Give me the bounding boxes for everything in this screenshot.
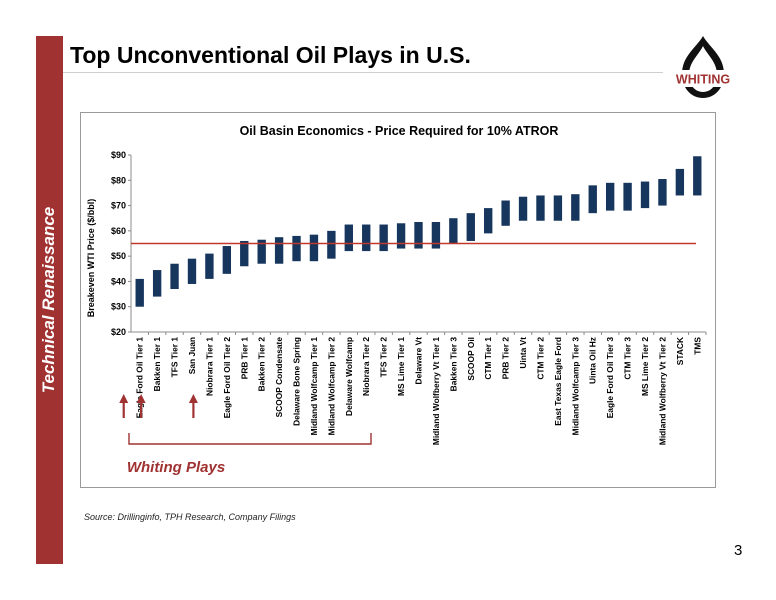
- x-tick-label: CTM Tier 2: [535, 337, 545, 380]
- x-tick-label: TFS Tier 2: [379, 337, 389, 378]
- range-bar: [274, 237, 284, 264]
- range-bar: [675, 168, 685, 196]
- y-tick-label: $80: [111, 175, 126, 185]
- y-tick-label: $40: [111, 276, 126, 286]
- range-bar: [205, 253, 214, 279]
- range-bar: [187, 258, 197, 284]
- x-tick-label: CTM Tier 1: [483, 337, 493, 380]
- logo-band: [669, 70, 737, 87]
- range-bar: [431, 222, 441, 249]
- y-tick-label: $30: [111, 302, 126, 312]
- range-bar: [588, 185, 597, 214]
- range-bar: [257, 239, 266, 264]
- x-tick-label: Delaware Bone Spring: [292, 337, 302, 426]
- range-bar: [605, 182, 615, 211]
- x-tick-label: Eagle Ford Oil Tier 2: [222, 337, 232, 419]
- x-tick-label: CTM Tier 3: [623, 337, 633, 380]
- x-tick-label: PRB Tier 2: [501, 337, 511, 380]
- x-tick-label: Midland Wolfcamp Tier 3: [570, 337, 580, 436]
- range-bar: [292, 235, 301, 262]
- range-bar: [693, 156, 702, 196]
- y-tick-label: $20: [111, 327, 126, 337]
- range-bar: [640, 181, 650, 209]
- x-tick-label: East Texas Eagle Ford: [553, 337, 563, 426]
- range-bar: [240, 240, 249, 267]
- x-tick-label: Midland Wolfcamp Tier 1: [309, 337, 319, 436]
- x-tick-label: Midland Wolfberry Vt Tier 1: [431, 337, 441, 445]
- range-bar: [327, 230, 336, 259]
- y-tick-label: $50: [111, 251, 126, 261]
- range-bar: [344, 224, 353, 252]
- range-bar: [571, 194, 580, 221]
- whiting-logo: WHITING: [669, 36, 737, 98]
- x-tick-label: Delaware Wolfcamp: [344, 337, 354, 416]
- range-bar: [501, 200, 510, 226]
- range-bar: [379, 224, 388, 252]
- range-bar: [152, 270, 162, 297]
- x-tick-label: Midland Wolfcamp Tier 2: [326, 337, 336, 436]
- x-tick-label: STACK: [675, 337, 685, 365]
- sidebar-text: Technical Renaissance: [39, 206, 58, 394]
- x-tick-label: TMS: [692, 337, 702, 355]
- y-tick-label: $90: [111, 150, 126, 160]
- chart-title: Oil Basin Economics - Price Required for…: [240, 124, 559, 138]
- chart-frame: Oil Basin Economics - Price Required for…: [80, 112, 716, 488]
- range-bar: [414, 222, 423, 249]
- x-tick-label: Uinta Vt: [518, 337, 528, 369]
- range-bar: [396, 223, 406, 249]
- highlight-arrow-head: [119, 394, 129, 403]
- range-bar: [170, 263, 179, 290]
- range-bar: [309, 234, 319, 262]
- highlight-arrow-head: [188, 394, 198, 403]
- x-tick-label: SCOOP Condensate: [274, 337, 284, 418]
- x-tick-label: Uinta Oil Hz: [588, 337, 598, 384]
- x-tick-label: PRB Tier 1: [239, 337, 249, 380]
- range-bar: [484, 208, 493, 234]
- x-tick-label: TFS Tier 1: [170, 337, 180, 378]
- x-tick-label: SCOOP Oil: [466, 337, 476, 381]
- x-tick-label: Niobrara Tier 1: [204, 337, 214, 396]
- x-tick-label: San Juan: [187, 337, 197, 374]
- y-axis-label: Breakeven WTI Price ($/bbl): [86, 199, 96, 318]
- logo-text: WHITING: [676, 73, 730, 87]
- x-tick-label: Bakken Tier 2: [257, 337, 267, 392]
- y-tick-label: $60: [111, 226, 126, 236]
- plot-area: $20 $30 $40 $50 $60 $70 $80 $90 Eagle Ford Oil T…: [111, 150, 707, 445]
- source-note: Source: Drillinginfo, TPH Research, Comp…: [84, 512, 296, 522]
- range-bar: [222, 246, 232, 274]
- chart-svg: Oil Basin Economics - Price Required for…: [86, 124, 707, 476]
- x-tick-label: Bakken Tier 1: [152, 337, 162, 392]
- page-number: 3: [734, 542, 743, 559]
- range-bar: [536, 195, 545, 221]
- x-tick-label: MS Lime Tier 1: [396, 337, 406, 396]
- x-tick-label: Niobrara Tier 2: [361, 337, 371, 396]
- x-tick-label: MS Lime Tier 2: [640, 337, 650, 396]
- x-tick-label: Eagle Ford Oil Tier 3: [605, 337, 615, 419]
- range-bar: [658, 179, 667, 206]
- x-tick-label: Midland Wolfberry Vt Tier 2: [657, 337, 667, 445]
- range-bar: [135, 278, 144, 307]
- slide-title: Top Unconventional Oil Plays in U.S.: [70, 42, 471, 68]
- x-tick-label: Delaware Vt: [414, 337, 424, 385]
- highlight-arrow-head: [136, 394, 146, 403]
- whiting-bracket: [128, 433, 372, 445]
- range-bar: [553, 195, 563, 221]
- whiting-plays-label: Whiting Plays: [127, 459, 225, 476]
- x-tick-label: Bakken Tier 3: [448, 337, 458, 392]
- sidebar-band: [36, 36, 63, 564]
- range-bar: [466, 213, 475, 241]
- x-tick-label: Eagle Ford Oil Tier 1: [135, 337, 145, 419]
- range-bar: [518, 196, 528, 221]
- range-bar: [362, 224, 371, 252]
- title-divider: [63, 72, 663, 73]
- range-bar: [449, 218, 458, 244]
- y-tick-label: $70: [111, 201, 126, 211]
- range-bar: [623, 182, 632, 211]
